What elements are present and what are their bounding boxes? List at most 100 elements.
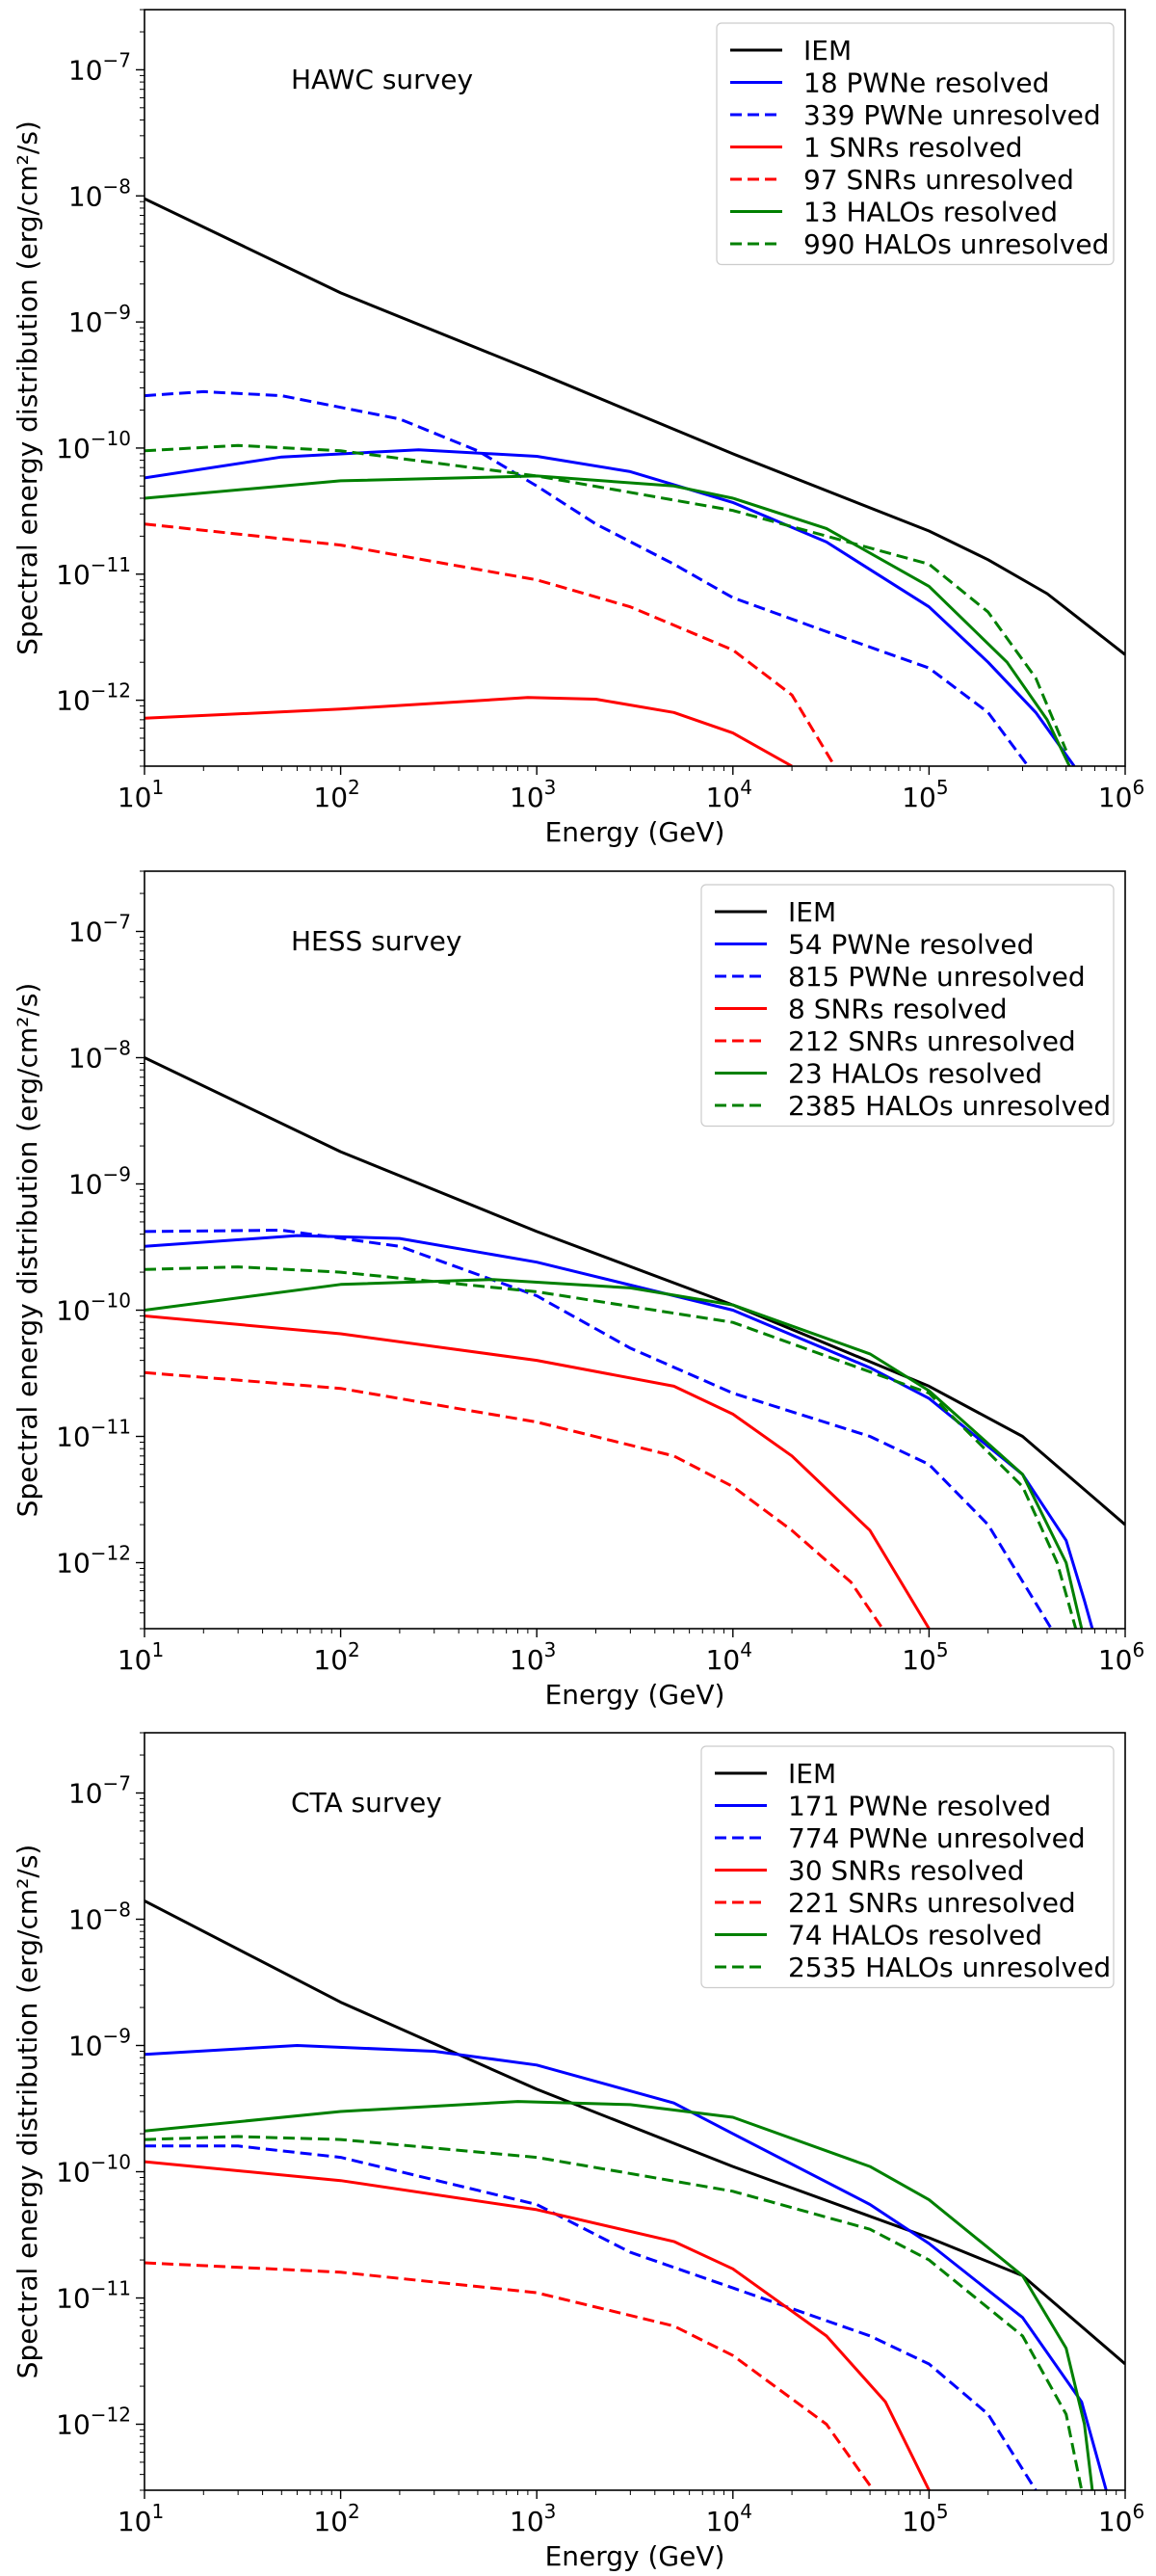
- y-tick-base: 10: [56, 1548, 91, 1580]
- x-tick-label: 104: [706, 776, 752, 813]
- series-line-2: [144, 1229, 1053, 1629]
- y-tick-exp: −11: [91, 553, 131, 576]
- y-tick-label: 10−10: [56, 427, 131, 465]
- y-tick-label: 10−9: [68, 1163, 131, 1201]
- y-tick-label: 10−12: [56, 679, 131, 717]
- x-tick-label: 103: [510, 2500, 556, 2537]
- series-group: [144, 197, 1125, 766]
- y-tick-exp: −7: [103, 911, 131, 934]
- x-tick-exp: 2: [348, 1638, 360, 1661]
- x-tick-label: 106: [1098, 776, 1144, 813]
- series-line-5: [144, 474, 1071, 766]
- x-tick-base: 10: [1098, 2506, 1133, 2537]
- series-line-3: [144, 1315, 931, 1629]
- series-line-1: [144, 448, 1076, 766]
- x-tick-base: 10: [902, 1644, 936, 1676]
- legend-label: 2535 HALOs unresolved: [788, 1952, 1111, 1983]
- x-tick-base: 10: [706, 1644, 741, 1676]
- x-tick-base: 10: [706, 782, 741, 813]
- y-tick-base: 10: [56, 433, 91, 465]
- y-tick-base: 10: [56, 1295, 91, 1327]
- y-tick-exp: −9: [103, 301, 131, 324]
- legend-box: [700, 884, 1115, 1128]
- legend-label: 815 PWNe unresolved: [788, 961, 1086, 993]
- y-tick-base: 10: [56, 559, 91, 591]
- survey-annotation: HAWC survey: [291, 64, 473, 95]
- legend-box: [716, 22, 1115, 266]
- y-tick-label: 10−10: [56, 1289, 131, 1327]
- x-tick-label: 102: [313, 2500, 359, 2537]
- legend-label: 54 PWNe resolved: [788, 929, 1034, 961]
- y-axis-label: Spectral energy distribution (erg/cm²/s): [12, 983, 43, 1518]
- y-tick-label: 10−10: [56, 2151, 131, 2189]
- legend-label: 30 SNRs resolved: [788, 1855, 1024, 1887]
- legend-label: IEM: [803, 35, 852, 66]
- y-tick-label: 10−7: [68, 1772, 131, 1810]
- x-tick-exp: 5: [936, 776, 949, 799]
- y-tick-base: 10: [68, 1904, 103, 1936]
- y-tick-base: 10: [68, 1778, 103, 1810]
- chart-panel: 101 102 103 104 105 10610−1210−1110−1010−910−…: [12, 1732, 1144, 2572]
- y-tick-exp: −10: [91, 427, 131, 450]
- y-tick-base: 10: [68, 916, 103, 948]
- y-tick-label: 10−9: [68, 2025, 131, 2062]
- y-tick-label: 10−7: [68, 48, 131, 86]
- x-tick-label: 101: [118, 776, 164, 813]
- x-tick-exp: 3: [544, 2500, 557, 2523]
- legend-label: 18 PWNe resolved: [803, 67, 1049, 99]
- x-tick-base: 10: [118, 2506, 152, 2537]
- x-tick-base: 10: [1098, 782, 1133, 813]
- x-tick-exp: 6: [1132, 776, 1144, 799]
- y-tick-exp: −12: [91, 1542, 131, 1565]
- x-tick-base: 10: [902, 782, 936, 813]
- x-tick-base: 10: [118, 1644, 152, 1676]
- y-tick-exp: −12: [91, 2403, 131, 2427]
- survey-annotation: HESS survey: [291, 925, 461, 957]
- series-group: [144, 1899, 1125, 2490]
- y-tick-base: 10: [68, 180, 103, 212]
- x-tick-base: 10: [706, 2506, 741, 2537]
- series-line-2: [144, 2144, 1038, 2490]
- y-tick-base: 10: [68, 2031, 103, 2062]
- y-tick-label: 10−12: [56, 2403, 131, 2441]
- y-tick-base: 10: [56, 2283, 91, 2315]
- x-tick-exp: 3: [544, 776, 557, 799]
- legend-label: 74 HALOs resolved: [788, 1920, 1042, 1952]
- y-tick-exp: −7: [103, 1772, 131, 1795]
- x-tick-exp: 5: [936, 2500, 949, 2523]
- series-line-1: [144, 1234, 1094, 1629]
- series-line-5: [144, 1278, 1084, 1629]
- series-line-6: [144, 443, 1068, 752]
- legend-label: 97 SNRs unresolved: [803, 164, 1074, 196]
- x-tick-exp: 4: [740, 2500, 752, 2523]
- y-tick-exp: −12: [91, 679, 131, 703]
- x-tick-label: 106: [1098, 2500, 1144, 2537]
- y-tick-label: 10−8: [68, 1899, 131, 1936]
- legend-label: 13 HALOs resolved: [803, 197, 1058, 228]
- y-axis-label: Spectral energy distribution (erg/cm²/s): [12, 1845, 43, 2379]
- x-tick-label: 103: [510, 1638, 556, 1676]
- x-tick-exp: 4: [740, 776, 752, 799]
- x-tick-label: 103: [510, 776, 556, 813]
- x-tick-base: 10: [1098, 1644, 1133, 1676]
- x-tick-exp: 1: [151, 1638, 164, 1661]
- x-tick-exp: 3: [544, 1638, 557, 1661]
- y-tick-exp: −9: [103, 2025, 131, 2048]
- series-line-1: [144, 2044, 1108, 2490]
- y-tick-exp: −10: [91, 1289, 131, 1313]
- y-tick-base: 10: [68, 54, 103, 86]
- x-axis-label: Energy (GeV): [545, 2540, 725, 2572]
- x-tick-base: 10: [313, 1644, 348, 1676]
- x-tick-exp: 4: [740, 1638, 752, 1661]
- y-tick-base: 10: [56, 2157, 91, 2189]
- legend-label: 2385 HALOs unresolved: [788, 1090, 1111, 1122]
- y-tick-exp: −8: [103, 1037, 131, 1060]
- x-tick-label: 105: [902, 776, 948, 813]
- y-tick-label: 10−11: [56, 553, 131, 591]
- x-tick-label: 104: [706, 2500, 752, 2537]
- legend-label: 212 SNRs unresolved: [788, 1025, 1076, 1057]
